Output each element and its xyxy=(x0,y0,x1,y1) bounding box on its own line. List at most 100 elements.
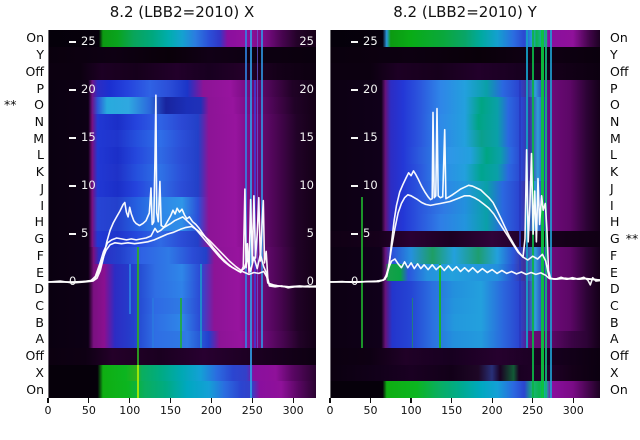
y-tick-dash xyxy=(351,88,358,91)
heatmap-row xyxy=(330,347,600,366)
heatmap-stripe xyxy=(128,264,131,315)
y-tick-dash xyxy=(69,232,76,235)
y-tick-value: 15 xyxy=(363,130,378,145)
heatmap-row xyxy=(330,46,600,64)
y-tick-value: 5 xyxy=(81,226,89,241)
heatmap-stripe xyxy=(531,30,534,398)
x-tick-label: 0 xyxy=(44,404,52,417)
x-tick-label: 50 xyxy=(81,404,96,417)
heatmap-row xyxy=(330,63,600,81)
x-tick-label: 100 xyxy=(400,404,422,417)
row-label-right: K xyxy=(610,164,619,180)
y-tick-dash xyxy=(69,40,76,43)
x-tick-mark xyxy=(129,398,131,403)
y-tick-label-inner-right: 15 xyxy=(299,130,314,145)
y-tick-label-inner-left: 20 xyxy=(69,83,96,96)
row-label-right: On xyxy=(610,30,628,46)
x-tick-label: 300 xyxy=(562,404,584,417)
y-tick-value: 15 xyxy=(81,130,96,145)
row-label-right: N xyxy=(610,114,620,129)
panel-left-spine xyxy=(48,30,49,398)
y-tick-value: 10 xyxy=(363,178,378,193)
panel-left-spine xyxy=(330,30,331,398)
row-label-left: Off xyxy=(25,63,44,79)
x-tick-mark xyxy=(210,398,212,403)
heatmap-stripe xyxy=(136,364,139,398)
row-label-left: C xyxy=(35,298,44,313)
y-tick-label-inner-left: 15 xyxy=(351,131,378,144)
heatmap-row xyxy=(330,96,600,115)
x-tick-mark xyxy=(491,398,493,403)
y-tick-dash xyxy=(351,40,358,43)
x-tick-label: 50 xyxy=(363,404,378,417)
heatmap-row xyxy=(330,113,600,131)
row-label-right: On xyxy=(610,381,628,397)
y-tick-label-inner-right: 0 xyxy=(306,274,314,289)
heatmap-row xyxy=(330,297,600,315)
y-tick-label-inner-left: 10 xyxy=(69,179,96,192)
row-label-right: G ** xyxy=(610,231,639,247)
left-panel-title: 8.2 (LBB2=2010) X xyxy=(109,3,255,21)
heatmap-row xyxy=(48,364,316,382)
row-label-left: G xyxy=(34,231,44,247)
y-tick-label-inner-right: 25 xyxy=(299,34,314,49)
heatmap-stripe xyxy=(526,30,529,348)
row-label-left: On xyxy=(26,30,44,46)
row-label-left: F xyxy=(36,247,44,263)
row-label-left: X xyxy=(35,364,44,380)
heatmap-stripe xyxy=(549,30,552,398)
x-tick-label: 150 xyxy=(160,404,182,417)
y-tick-value: 0 xyxy=(69,274,77,289)
x-tick-mark xyxy=(329,398,331,403)
heatmap-stripe xyxy=(136,247,139,365)
x-tick-mark xyxy=(88,398,90,403)
right-panel-title: 8.2 (LBB2=2010) Y xyxy=(393,3,537,21)
heatmap-row xyxy=(330,247,600,265)
heatmap-stripe xyxy=(439,264,442,348)
x-tick-label: 0 xyxy=(326,404,334,417)
x-tick-mark xyxy=(410,398,412,403)
y-tick-dash xyxy=(351,232,358,235)
y-tick-label-inner-left: 5 xyxy=(351,227,370,240)
row-label-right: H xyxy=(610,214,620,230)
y-tick-value: 10 xyxy=(81,178,96,193)
heatmap-row xyxy=(48,381,316,398)
row-label-right: D xyxy=(610,281,620,297)
row-label-left: Off xyxy=(25,348,44,364)
row-label-left: Y xyxy=(36,47,44,63)
row-label-left: N xyxy=(34,114,44,129)
x-tick-mark xyxy=(369,398,372,403)
row-label-left: D xyxy=(34,281,44,297)
y-tick-label-inner-left: 5 xyxy=(69,227,88,240)
heatmap-stripe xyxy=(540,30,544,398)
row-label-right: J xyxy=(610,180,614,196)
row-label-right: I xyxy=(610,197,614,213)
x-tick-label: 300 xyxy=(282,404,304,417)
y-tick-label-inner-right: 20 xyxy=(299,82,314,97)
row-label-left: On xyxy=(26,381,44,397)
y-tick-dash xyxy=(69,136,76,139)
heatmap-row xyxy=(48,113,316,131)
special-marker-left: ** xyxy=(4,97,17,113)
heatmap-row xyxy=(330,214,600,232)
heatmap-row xyxy=(48,63,316,81)
x-tick-mark xyxy=(532,398,534,403)
y-tick-dash xyxy=(351,184,358,187)
heatmap-row xyxy=(48,147,316,165)
row-label-left: H xyxy=(34,214,44,230)
x-tick-mark xyxy=(572,398,574,403)
x-tick-mark xyxy=(47,398,49,403)
row-label-left: B xyxy=(35,314,44,330)
heatmap-stripe xyxy=(412,297,414,348)
row-label-left: E xyxy=(36,264,44,280)
y-tick-label-inner-right: 5 xyxy=(306,226,314,241)
x-tick-label: 150 xyxy=(441,404,463,417)
heatmap-row xyxy=(48,96,316,115)
row-label-right: M xyxy=(610,130,621,146)
x-tick-label: 100 xyxy=(119,404,141,417)
y-tick-dash xyxy=(69,184,76,187)
heatmap-row xyxy=(48,30,316,48)
heatmap-row xyxy=(48,347,316,366)
x-tick-mark xyxy=(251,398,253,403)
heatmap-stripe xyxy=(545,30,548,398)
